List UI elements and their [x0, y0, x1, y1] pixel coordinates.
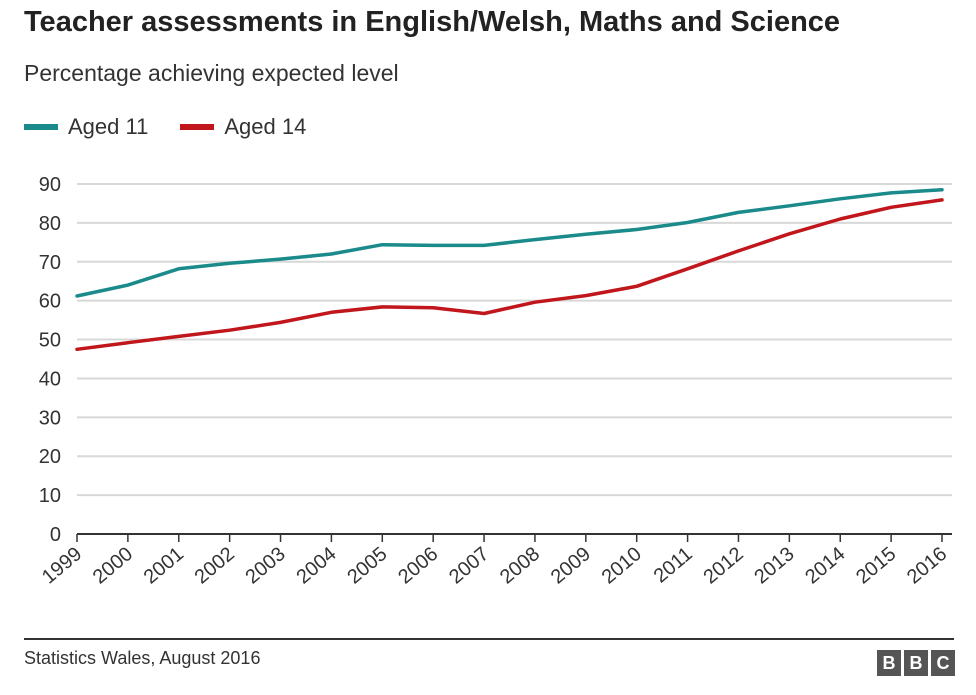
y-tick-label: 50: [39, 330, 61, 352]
x-tick-label: 2013: [750, 543, 798, 588]
x-tick-label: 2011: [650, 543, 697, 588]
bbc-logo: B B C: [874, 650, 955, 676]
x-tick-label: 2008: [496, 543, 544, 588]
x-tick-label: 2006: [394, 543, 442, 588]
bbc-logo-letter: C: [931, 650, 955, 676]
legend-item-aged-14: Aged 14: [180, 114, 306, 140]
x-tick-label: 1999: [38, 543, 86, 588]
y-tick-label: 20: [39, 446, 61, 468]
y-tick-label: 40: [39, 368, 61, 390]
y-tick-label: 30: [39, 407, 61, 429]
y-tick-label: 0: [50, 524, 61, 546]
y-tick-label: 60: [39, 291, 61, 313]
x-tick-label: 2016: [903, 543, 951, 588]
chart-title: Teacher assessments in English/Welsh, Ma…: [24, 6, 841, 38]
x-tick-label: 2009: [547, 543, 595, 588]
footer-divider: [24, 638, 954, 640]
series-line-aged-14: [75, 198, 944, 352]
series-line-aged-11: [75, 188, 944, 298]
legend-label-aged-11: Aged 11: [68, 114, 149, 139]
legend-item-aged-11: Aged 11: [24, 114, 148, 140]
y-tick-label: 10: [39, 485, 61, 507]
legend-swatch-aged-11: [24, 124, 58, 130]
legend-swatch-aged-14: [180, 124, 215, 130]
x-tick-label: 2001: [140, 543, 188, 588]
x-tick-label: 2014: [801, 543, 849, 588]
x-tick-label: 2002: [191, 543, 239, 588]
x-tick-label: 2003: [242, 543, 290, 588]
legend-label-aged-14: Aged 14: [224, 114, 307, 139]
x-tick-label: 2005: [343, 543, 391, 588]
x-tick-label: 2010: [598, 543, 646, 588]
x-tick-label: 2015: [852, 543, 900, 588]
bbc-logo-letter: B: [904, 650, 928, 676]
x-tick-label: 2000: [89, 543, 137, 588]
x-tick-label: 2004: [292, 543, 340, 588]
source-note: Statistics Wales, August 2016: [24, 648, 261, 668]
y-tick-label: 90: [39, 174, 61, 196]
x-tick-label: 2012: [699, 543, 747, 588]
bbc-logo-letter: B: [877, 650, 901, 676]
legend: Aged 11 Aged 14: [24, 114, 338, 140]
x-tick-label: 2007: [445, 543, 493, 588]
y-tick-label: 80: [39, 213, 61, 235]
chart-subtitle: Percentage achieving expected level: [24, 60, 399, 86]
y-tick-label: 70: [39, 252, 61, 274]
